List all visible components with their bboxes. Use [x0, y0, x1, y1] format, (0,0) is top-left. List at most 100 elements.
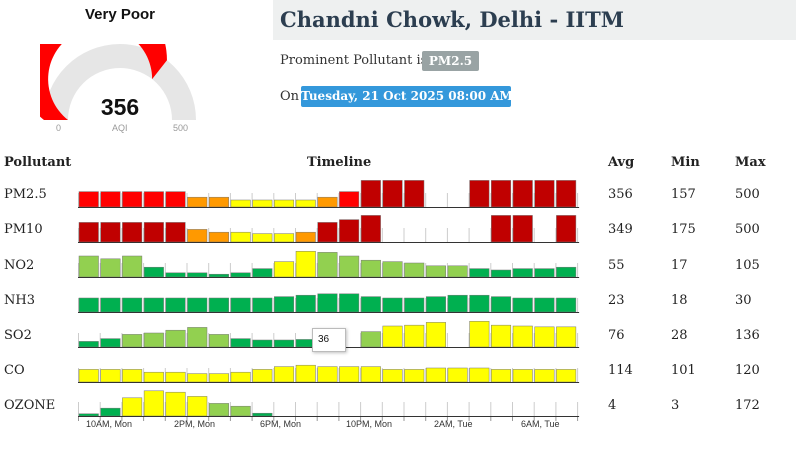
timeline-bar-co[interactable]	[165, 371, 186, 383]
timeline-bar-co[interactable]	[360, 366, 381, 383]
timeline-bar-so2[interactable]	[534, 326, 555, 348]
timeline-bar-no2[interactable]	[252, 268, 273, 278]
timeline-bar-nh3[interactable]	[469, 294, 490, 313]
timeline-bar-so2[interactable]	[208, 334, 229, 348]
timeline-bar-so2[interactable]	[556, 326, 577, 348]
timeline-bar-so2[interactable]	[512, 325, 533, 348]
timeline-bar-pm10[interactable]	[360, 215, 381, 243]
timeline-bar-co[interactable]	[122, 369, 143, 383]
timeline-bar-no2[interactable]	[556, 266, 577, 278]
timeline-bar-no2[interactable]	[512, 268, 533, 278]
timeline-bar-pm25[interactable]	[556, 180, 577, 208]
timeline-bar-ozone[interactable]	[100, 407, 121, 417]
timeline-bar-pm25[interactable]	[78, 191, 99, 208]
timeline-bar-pm10[interactable]	[143, 222, 164, 243]
timeline-bar-no2[interactable]	[447, 265, 468, 278]
timeline-bar-ozone[interactable]	[208, 403, 229, 417]
timeline-bar-no2[interactable]	[425, 265, 446, 278]
timeline-bar-nh3[interactable]	[252, 297, 273, 313]
timeline-bar-so2[interactable]	[100, 338, 121, 348]
timeline-bar-no2[interactable]	[339, 255, 360, 278]
timeline-bar-pm25[interactable]	[404, 180, 425, 208]
timeline-bar-co[interactable]	[447, 367, 468, 383]
timeline-bar-nh3[interactable]	[317, 293, 338, 313]
timeline-bar-pm10[interactable]	[122, 222, 143, 243]
timeline-bar-co[interactable]	[317, 366, 338, 383]
timeline-bar-pm10[interactable]	[208, 231, 229, 243]
timeline-bar-so2[interactable]	[252, 339, 273, 348]
timeline-bar-nh3[interactable]	[230, 297, 251, 313]
timeline-bar-nh3[interactable]	[187, 297, 208, 313]
timeline-bar-co[interactable]	[100, 369, 121, 383]
timeline-bar-so2[interactable]	[360, 331, 381, 348]
timeline-bar-pm25[interactable]	[491, 180, 512, 208]
timeline-bar-so2[interactable]	[491, 324, 512, 348]
timeline-bar-pm10[interactable]	[339, 219, 360, 243]
timeline-bar-pm10[interactable]	[556, 215, 577, 243]
timeline-bar-pm10[interactable]	[165, 222, 186, 243]
timeline-bar-pm25[interactable]	[252, 199, 273, 208]
timeline-bar-nh3[interactable]	[339, 293, 360, 313]
timeline-bar-no2[interactable]	[143, 266, 164, 278]
timeline-bar-no2[interactable]	[165, 272, 186, 278]
timeline-bar-nh3[interactable]	[274, 296, 295, 313]
timeline-bar-ozone[interactable]	[165, 391, 186, 417]
timeline-bar-co[interactable]	[208, 373, 229, 383]
timeline-bar-nh3[interactable]	[512, 297, 533, 313]
timeline-bar-co[interactable]	[187, 373, 208, 383]
timeline-bar-co[interactable]	[295, 364, 316, 383]
timeline-bar-pm25[interactable]	[382, 180, 403, 208]
timeline-bar-co[interactable]	[404, 369, 425, 383]
timeline-bar-pm25[interactable]	[187, 196, 208, 208]
timeline-bar-nh3[interactable]	[491, 296, 512, 313]
timeline-bar-so2[interactable]	[78, 341, 99, 348]
timeline-bar-pm25[interactable]	[469, 180, 490, 208]
timeline-bar-pm25[interactable]	[360, 180, 381, 208]
timeline-bar-co[interactable]	[534, 369, 555, 383]
timeline-bar-co[interactable]	[339, 366, 360, 383]
timeline-bar-co[interactable]	[78, 369, 99, 383]
timeline-bar-nh3[interactable]	[100, 297, 121, 313]
timeline-bar-pm10[interactable]	[295, 231, 316, 243]
timeline-bar-nh3[interactable]	[208, 297, 229, 313]
timeline-bar-pm10[interactable]	[78, 222, 99, 243]
timeline-bar-pm10[interactable]	[187, 229, 208, 243]
timeline-bar-co[interactable]	[556, 369, 577, 383]
timeline-bar-co[interactable]	[425, 367, 446, 383]
timeline-bar-so2[interactable]	[230, 338, 251, 348]
timeline-bar-pm25[interactable]	[208, 196, 229, 208]
timeline-bar-no2[interactable]	[274, 261, 295, 278]
timeline-bar-ozone[interactable]	[143, 390, 164, 417]
timeline-bar-nh3[interactable]	[447, 294, 468, 313]
timeline-bar-ozone[interactable]	[122, 397, 143, 417]
timeline-bar-no2[interactable]	[534, 268, 555, 278]
timeline-bar-nh3[interactable]	[143, 297, 164, 313]
timeline-bar-co[interactable]	[491, 369, 512, 383]
timeline-bar-so2[interactable]	[404, 324, 425, 348]
timeline-bar-pm25[interactable]	[143, 191, 164, 208]
timeline-bar-ozone[interactable]	[252, 412, 273, 417]
timeline-bar-pm25[interactable]	[100, 191, 121, 208]
timeline-bar-nh3[interactable]	[122, 297, 143, 313]
timeline-bar-nh3[interactable]	[165, 297, 186, 313]
timeline-bar-pm25[interactable]	[534, 180, 555, 208]
timeline-bar-co[interactable]	[382, 369, 403, 383]
timeline-bar-ozone[interactable]	[187, 396, 208, 417]
timeline-bar-no2[interactable]	[317, 252, 338, 278]
timeline-bar-pm10[interactable]	[491, 215, 512, 243]
timeline-bar-no2[interactable]	[208, 273, 229, 278]
timeline-bar-no2[interactable]	[230, 272, 251, 278]
timeline-bar-pm25[interactable]	[274, 199, 295, 208]
timeline-bar-so2[interactable]	[165, 329, 186, 348]
timeline-bar-pm10[interactable]	[100, 222, 121, 243]
timeline-bar-nh3[interactable]	[78, 297, 99, 313]
timeline-bar-so2[interactable]	[274, 339, 295, 348]
timeline-bar-no2[interactable]	[469, 268, 490, 278]
timeline-bar-co[interactable]	[252, 369, 273, 383]
timeline-bar-nh3[interactable]	[556, 297, 577, 313]
timeline-bar-pm25[interactable]	[165, 191, 186, 208]
timeline-bar-no2[interactable]	[100, 258, 121, 278]
timeline-bar-so2[interactable]	[143, 332, 164, 348]
timeline-bar-pm25[interactable]	[230, 199, 251, 208]
timeline-bar-no2[interactable]	[187, 272, 208, 278]
